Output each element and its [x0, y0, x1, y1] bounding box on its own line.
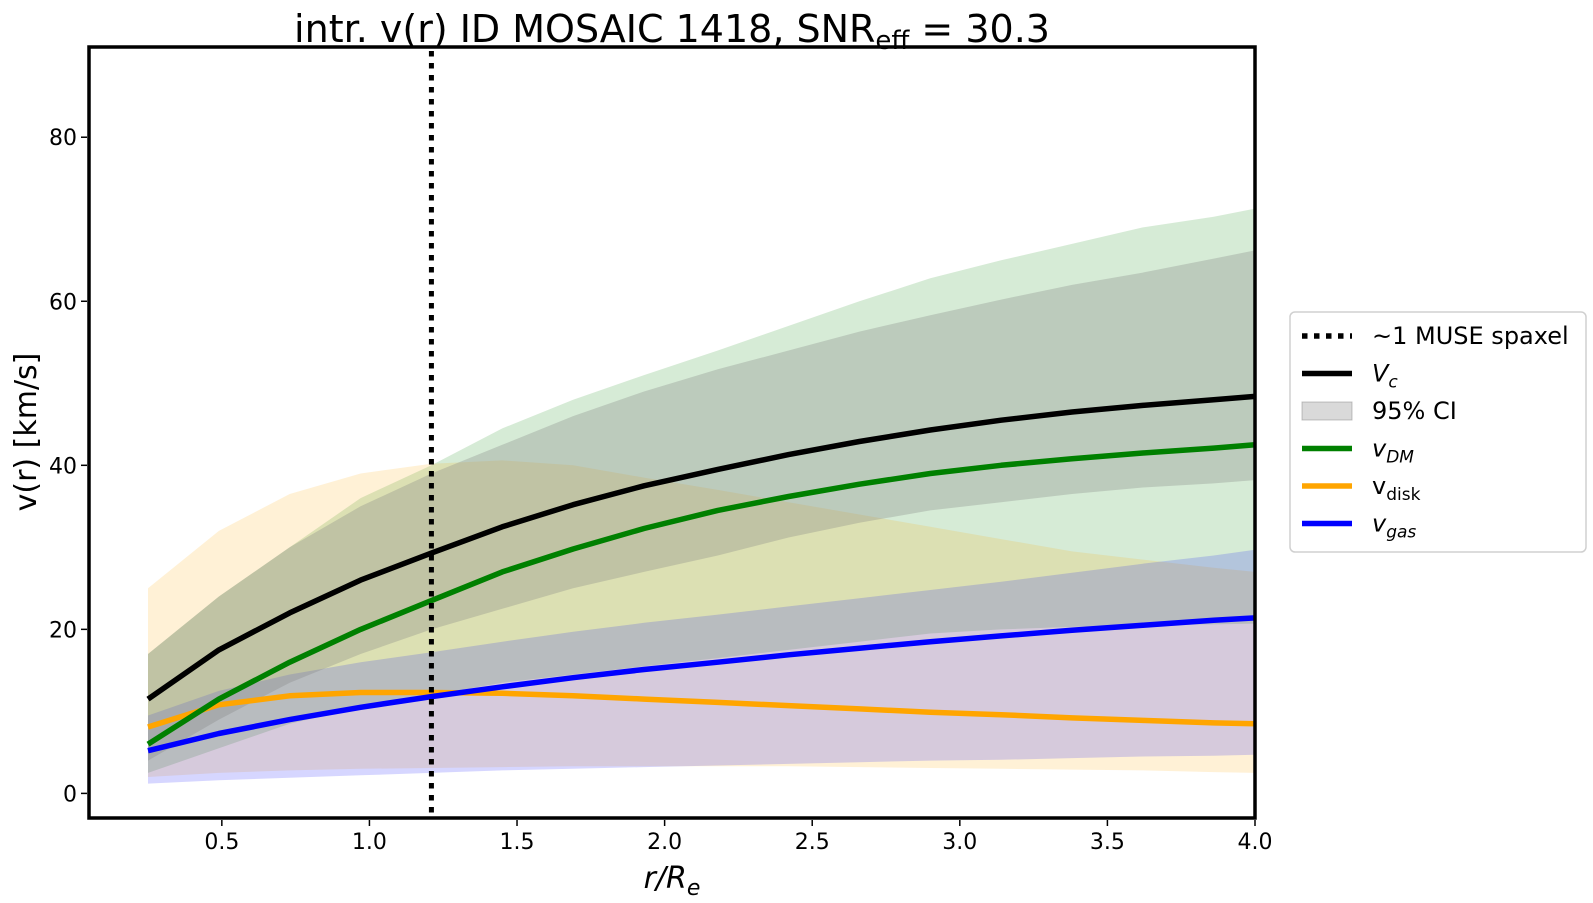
y-tick-label: 80 — [49, 126, 77, 151]
x-tick-label: 4.0 — [1238, 830, 1273, 855]
x-tick-label: 1.0 — [352, 830, 387, 855]
series-line-vc — [146, 393, 1256, 702]
ci-band-vdm — [148, 208, 1255, 773]
y-axis-label: v(r) [km/s] — [9, 353, 44, 512]
series-lines — [146, 393, 1256, 754]
y-axis-ticks: 0 20 40 60 80 — [49, 126, 87, 807]
y-tick-label: 20 — [49, 618, 77, 643]
legend-label-spaxel: ~1 MUSE spaxel — [1372, 322, 1569, 350]
legend-label-vdm: vDM — [1372, 435, 1414, 468]
legend-label-vgas: vgas — [1372, 510, 1416, 543]
legend-label-ci: 95% CI — [1372, 397, 1457, 425]
x-tick-label: 2.5 — [795, 830, 830, 855]
x-axis-ticks: 0.5 1.0 1.5 2.0 2.5 3.0 3.5 4.0 — [204, 820, 1273, 855]
legend: ~1 MUSE spaxel Vc 95% CI vDM vdisk vgas — [1289, 311, 1587, 553]
plot-frame — [87, 45, 1257, 820]
ci-band-vgas — [148, 549, 1255, 784]
series-line-vdisk — [147, 689, 1256, 730]
x-tick-label: 3.5 — [1090, 830, 1125, 855]
y-tick-label: 40 — [49, 454, 77, 479]
legend-label-vc: Vc — [1372, 360, 1398, 393]
chart-title: intr. v(r) ID MOSAIC 1418, SNReff = 30.3 — [294, 7, 1050, 56]
x-tick-label: 0.5 — [204, 830, 239, 855]
legend-box — [1289, 311, 1587, 553]
legend-swatch-ci — [1301, 401, 1353, 421]
x-axis-label: r/Re — [644, 861, 701, 901]
series-line-vdm — [146, 442, 1256, 747]
y-tick-label: 0 — [63, 782, 77, 807]
legend-label-vdisk: vdisk — [1372, 472, 1421, 505]
ci-band-vc — [148, 250, 1255, 761]
y-tick-label: 60 — [49, 290, 77, 315]
x-tick-label: 2.0 — [647, 830, 682, 855]
series-line-vgas — [147, 615, 1256, 754]
x-tick-label: 3.0 — [942, 830, 977, 855]
x-tick-label: 1.5 — [500, 830, 535, 855]
